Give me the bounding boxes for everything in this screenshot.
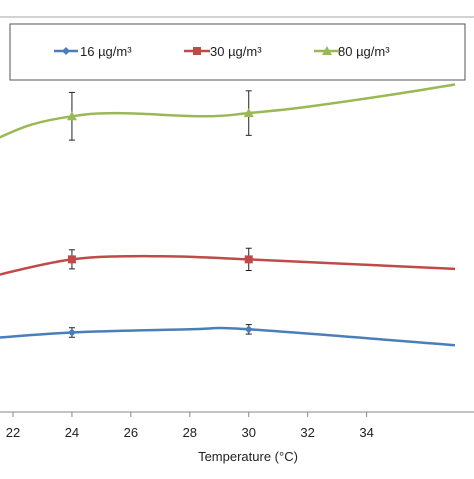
legend-marker-30-square	[193, 47, 201, 55]
series-layer	[0, 83, 456, 347]
legend-entry-80: 80 µg/m³	[314, 44, 390, 59]
legend-label-80: 80 µg/m³	[338, 44, 390, 59]
legend-box	[9, 23, 466, 81]
series-80	[0, 83, 456, 141]
series-line-30	[0, 254, 456, 276]
series-line-80	[0, 83, 456, 139]
data-point-marker	[67, 328, 76, 337]
legend-entry-16: 16 µg/m³	[54, 44, 132, 59]
x-tick-label: 28	[183, 425, 197, 440]
x-tick-label: 34	[359, 425, 373, 440]
legend-marker-80-triangle	[322, 46, 332, 55]
x-axis-title: Temperature (°C)	[198, 449, 298, 464]
x-tick-label: 22	[6, 425, 20, 440]
series-30	[0, 247, 456, 276]
legend: 16 µg/m³ 30 µg/m³ 80 µg/m³	[9, 23, 466, 81]
legend-entry-30: 30 µg/m³	[184, 44, 262, 59]
legend-label-30: 30 µg/m³	[210, 44, 262, 59]
x-ticks: 22 24 26 28 30 32 34	[6, 412, 374, 440]
data-point-marker	[244, 325, 253, 334]
x-tick-label: 26	[124, 425, 138, 440]
data-point-marker	[243, 108, 254, 118]
data-point-marker	[67, 255, 76, 264]
data-point-marker	[244, 255, 253, 264]
x-tick-label: 32	[300, 425, 314, 440]
data-point-marker	[66, 111, 77, 121]
x-tick-label: 24	[65, 425, 79, 440]
series-16	[0, 324, 456, 347]
series-line-16	[0, 326, 456, 347]
legend-label-16: 16 µg/m³	[80, 44, 132, 59]
legend-marker-16-diamond	[62, 47, 70, 55]
x-tick-label: 30	[241, 425, 255, 440]
